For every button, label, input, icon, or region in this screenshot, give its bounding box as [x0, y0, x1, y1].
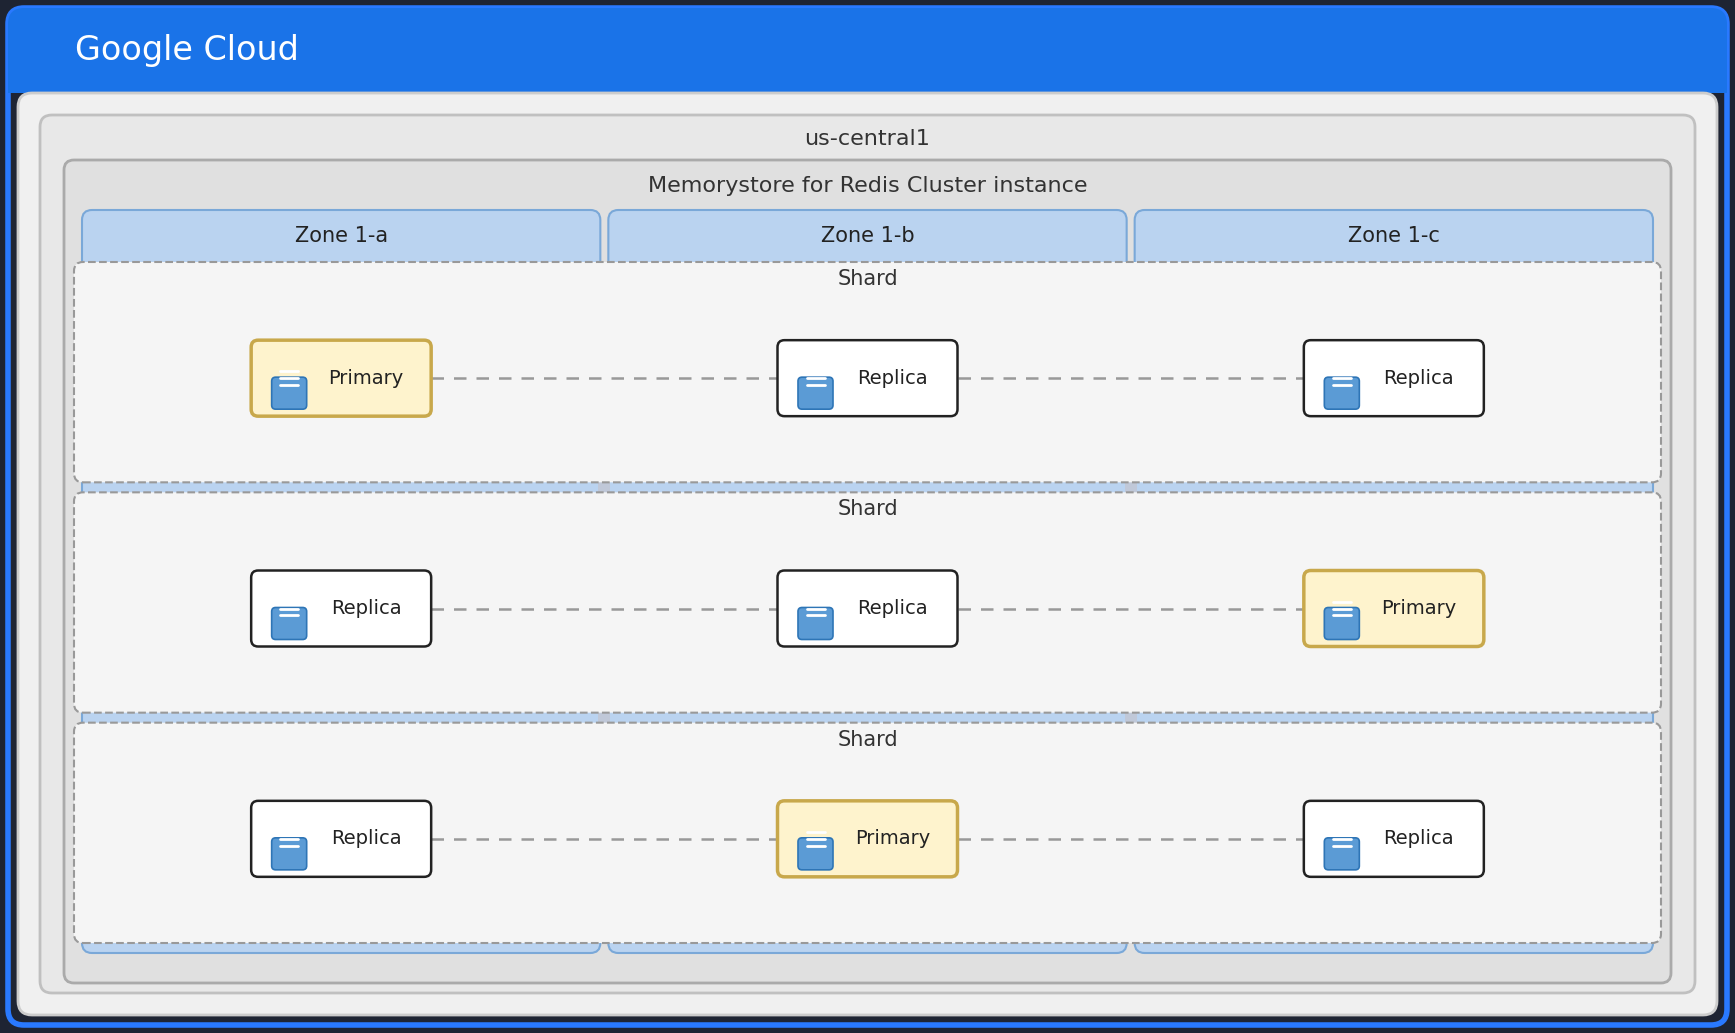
Bar: [599, 262, 611, 943]
FancyBboxPatch shape: [272, 838, 307, 870]
FancyBboxPatch shape: [1324, 607, 1359, 639]
FancyBboxPatch shape: [1303, 801, 1483, 877]
FancyBboxPatch shape: [17, 93, 1718, 1015]
FancyBboxPatch shape: [252, 340, 432, 416]
FancyBboxPatch shape: [798, 377, 833, 409]
FancyBboxPatch shape: [40, 115, 1695, 993]
FancyBboxPatch shape: [75, 723, 1660, 943]
Text: Shard: Shard: [838, 269, 897, 289]
Text: Zone 1-c: Zone 1-c: [1348, 226, 1440, 246]
FancyBboxPatch shape: [777, 801, 958, 877]
Text: Replica: Replica: [857, 599, 928, 618]
Text: Shard: Shard: [838, 499, 897, 520]
FancyBboxPatch shape: [798, 838, 833, 870]
FancyBboxPatch shape: [272, 607, 307, 639]
Bar: [1124, 262, 1136, 943]
FancyBboxPatch shape: [1303, 340, 1483, 416]
Text: Replica: Replica: [1383, 369, 1454, 387]
FancyBboxPatch shape: [798, 607, 833, 639]
Text: Zone 1-b: Zone 1-b: [821, 226, 914, 246]
FancyBboxPatch shape: [1324, 838, 1359, 870]
FancyBboxPatch shape: [252, 801, 432, 877]
Text: Replica: Replica: [331, 599, 401, 618]
Text: Primary: Primary: [328, 369, 404, 387]
FancyBboxPatch shape: [9, 8, 1726, 93]
Text: Zone 1-a: Zone 1-a: [295, 226, 387, 246]
Text: Primary: Primary: [855, 829, 930, 848]
Text: Replica: Replica: [857, 369, 928, 387]
Text: Primary: Primary: [1381, 599, 1456, 618]
FancyBboxPatch shape: [777, 570, 958, 647]
FancyBboxPatch shape: [777, 340, 958, 416]
FancyBboxPatch shape: [1324, 377, 1359, 409]
Text: Shard: Shard: [838, 729, 897, 750]
FancyBboxPatch shape: [252, 570, 432, 647]
Bar: [9, 59, 1726, 93]
FancyBboxPatch shape: [64, 160, 1671, 983]
Text: Memorystore for Redis Cluster instance: Memorystore for Redis Cluster instance: [647, 176, 1088, 196]
FancyBboxPatch shape: [1303, 570, 1483, 647]
FancyBboxPatch shape: [9, 8, 1726, 1025]
FancyBboxPatch shape: [82, 210, 600, 953]
FancyBboxPatch shape: [75, 493, 1660, 713]
FancyBboxPatch shape: [272, 377, 307, 409]
Text: Google Cloud: Google Cloud: [75, 34, 298, 67]
FancyBboxPatch shape: [75, 262, 1660, 482]
Text: us-central1: us-central1: [805, 129, 930, 149]
Text: Replica: Replica: [331, 829, 401, 848]
FancyBboxPatch shape: [609, 210, 1126, 953]
FancyBboxPatch shape: [1135, 210, 1653, 953]
Text: Replica: Replica: [1383, 829, 1454, 848]
